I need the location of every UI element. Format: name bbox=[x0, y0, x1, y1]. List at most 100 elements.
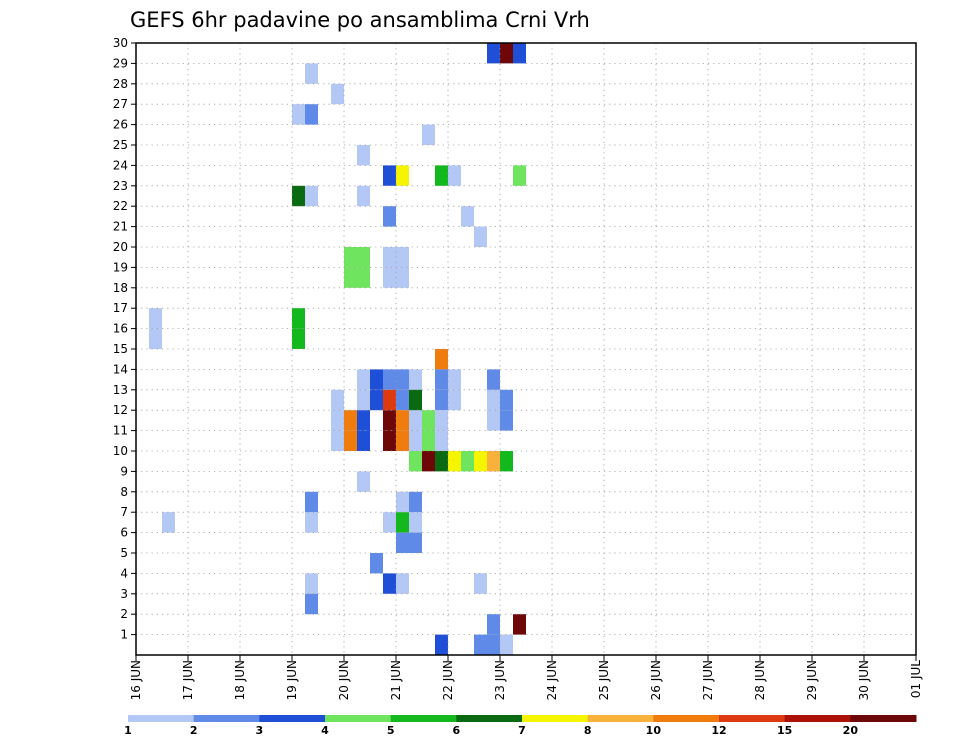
heatmap-cell bbox=[305, 104, 318, 125]
heatmap-cell bbox=[396, 267, 409, 288]
heatmap-cell bbox=[383, 512, 396, 533]
x-tick-label: 25 JUN bbox=[597, 660, 611, 700]
heatmap-cell bbox=[396, 389, 409, 411]
x-tick-label: 21 JUN bbox=[389, 660, 403, 700]
heatmap-cell bbox=[383, 247, 396, 268]
y-tick-label: 3 bbox=[120, 587, 128, 601]
y-tick-label: 10 bbox=[113, 444, 128, 458]
heatmap-cell bbox=[435, 430, 448, 451]
colorbar-label: 10 bbox=[646, 724, 662, 737]
y-tick-label: 22 bbox=[113, 199, 128, 213]
colorbar-label: 1 bbox=[124, 724, 132, 737]
y-tick-label: 5 bbox=[120, 546, 128, 560]
heatmap-cell bbox=[448, 165, 461, 186]
heatmap-cell bbox=[396, 247, 409, 268]
y-tick-label: 28 bbox=[113, 77, 128, 91]
heatmap-cell bbox=[344, 267, 357, 288]
heatmap-cell bbox=[357, 247, 370, 268]
heatmap-cell bbox=[305, 573, 318, 594]
colorbar-swatch bbox=[456, 715, 523, 722]
y-tick-label: 7 bbox=[120, 505, 128, 519]
y-tick-label: 13 bbox=[113, 383, 128, 397]
heatmap-cell bbox=[383, 165, 396, 186]
colorbar-swatch bbox=[850, 715, 917, 722]
colorbar-swatch bbox=[128, 715, 195, 722]
y-tick-label: 29 bbox=[113, 56, 128, 70]
y-tick-label: 19 bbox=[113, 260, 128, 274]
chart-title: GEFS 6hr padavine po ansamblima Crni Vrh bbox=[130, 8, 590, 32]
heatmap-cell bbox=[370, 389, 383, 411]
heatmap-cell bbox=[357, 471, 370, 492]
heatmap-cell bbox=[487, 451, 500, 472]
heatmap-cell bbox=[435, 634, 448, 655]
heatmap-cell bbox=[409, 410, 422, 431]
colorbar-swatch bbox=[193, 715, 260, 722]
heatmap-cell bbox=[513, 43, 526, 64]
y-tick-label: 26 bbox=[113, 118, 128, 132]
heatmap-cell bbox=[448, 369, 461, 390]
y-tick-label: 24 bbox=[113, 158, 128, 172]
heatmap-cell bbox=[396, 165, 409, 186]
heatmap-cell bbox=[383, 430, 396, 451]
heatmap-cell bbox=[331, 83, 344, 105]
heatmap-cell bbox=[435, 369, 448, 390]
heatmap-cell bbox=[357, 267, 370, 288]
x-tick-label: 23 JUN bbox=[493, 660, 507, 700]
heatmap-cell bbox=[305, 185, 318, 207]
heatmap-cell bbox=[396, 573, 409, 594]
colorbar-swatch bbox=[653, 715, 720, 722]
heatmap-cell bbox=[370, 553, 383, 574]
heatmap-cell bbox=[487, 614, 500, 635]
colorbar-label: 8 bbox=[584, 724, 592, 737]
y-tick-label: 4 bbox=[120, 566, 128, 580]
heatmap-cell bbox=[435, 451, 448, 472]
heatmap-cell bbox=[344, 247, 357, 268]
y-tick-label: 18 bbox=[113, 281, 128, 295]
heatmap-cell bbox=[344, 410, 357, 431]
heatmap-cell bbox=[383, 389, 396, 411]
heatmap-cell bbox=[409, 532, 422, 553]
colorbar-swatch bbox=[522, 715, 589, 722]
colorbar: 1 2 3 4 5 6 7 8 10 12 15 20 bbox=[124, 715, 917, 737]
x-tick-label: 20 JUN bbox=[337, 660, 351, 700]
heatmap-cell bbox=[487, 410, 500, 431]
heatmap-cell bbox=[422, 430, 435, 451]
y-tick-label: 12 bbox=[113, 403, 128, 417]
heatmap-cell bbox=[435, 410, 448, 431]
heatmap-cell bbox=[448, 451, 461, 472]
y-tick-label: 15 bbox=[113, 342, 128, 356]
y-tick-label: 23 bbox=[113, 179, 128, 193]
heatmap-cell bbox=[422, 410, 435, 431]
y-tick-label: 30 bbox=[113, 36, 128, 50]
heatmap-cell bbox=[305, 491, 318, 513]
colorbar-swatch bbox=[390, 715, 457, 722]
colorbar-label: 12 bbox=[711, 724, 726, 737]
heatmap-cell bbox=[409, 389, 422, 411]
heatmap-cell bbox=[500, 43, 513, 64]
colorbar-label: 2 bbox=[190, 724, 198, 737]
heatmap-cell bbox=[422, 451, 435, 472]
heatmap-cell bbox=[461, 451, 474, 472]
heatmap-cell bbox=[357, 410, 370, 431]
heatmap-cell bbox=[409, 512, 422, 533]
y-tick-label: 11 bbox=[113, 424, 128, 438]
heatmap-cell bbox=[409, 430, 422, 451]
heatmap-cell bbox=[500, 634, 513, 655]
heatmap-cell bbox=[409, 369, 422, 390]
y-tick-label: 1 bbox=[120, 628, 128, 642]
x-tick-label: 28 JUN bbox=[753, 660, 767, 700]
heatmap-cell bbox=[357, 430, 370, 451]
heatmap-cell bbox=[292, 104, 305, 125]
heatmap-cell bbox=[513, 165, 526, 186]
heatmap-cell bbox=[513, 614, 526, 635]
heatmap-cell bbox=[357, 185, 370, 207]
heatmap-cell bbox=[331, 430, 344, 451]
colorbar-swatch bbox=[587, 715, 654, 722]
x-tick-label: 18 JUN bbox=[233, 660, 247, 700]
x-tick-label: 24 JUN bbox=[545, 660, 559, 700]
heatmap-cell bbox=[383, 206, 396, 227]
heatmap-cell bbox=[474, 451, 487, 472]
heatmap-cell bbox=[474, 634, 487, 655]
x-tick-label: 26 JUN bbox=[649, 660, 663, 700]
heatmap-cell bbox=[422, 124, 435, 145]
